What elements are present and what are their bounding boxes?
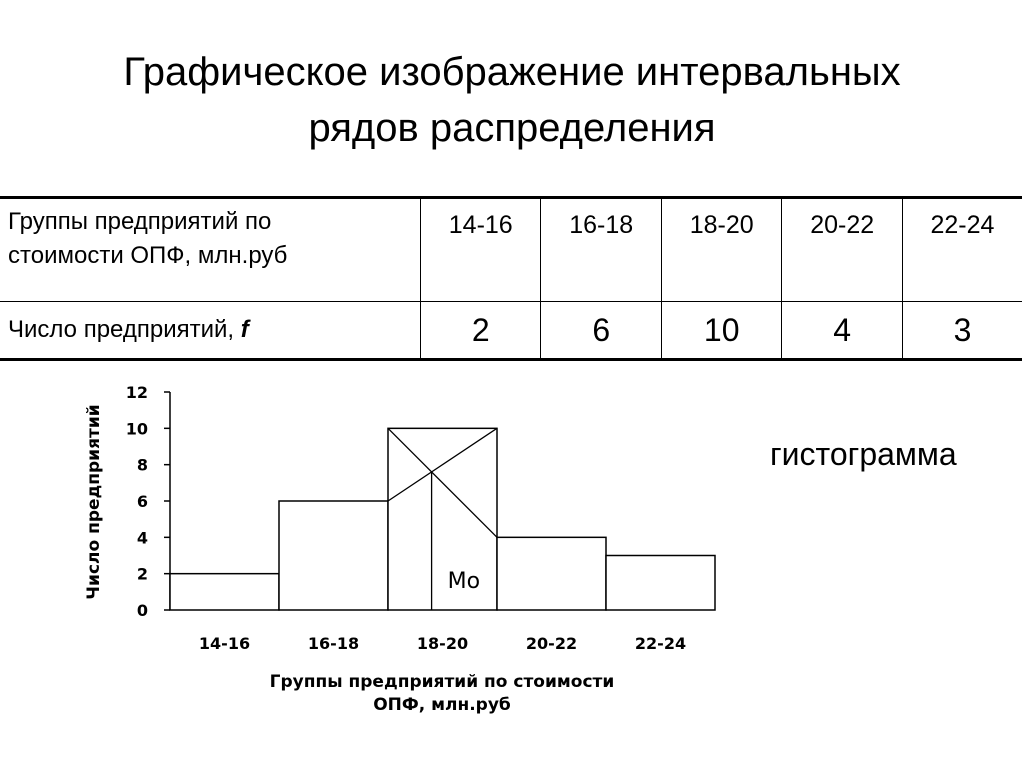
count-cell: 6 bbox=[540, 301, 662, 360]
y-tick-label: 4 bbox=[137, 528, 148, 547]
count-cell: 3 bbox=[901, 301, 1022, 360]
table-row-groups: Группы предприятий по стоимости ОПФ, млн… bbox=[0, 197, 1022, 302]
count-header-label: Число предприятий, bbox=[8, 316, 241, 343]
table-row-counts: Число предприятий, f 2 6 10 4 3 bbox=[0, 301, 1022, 360]
x-axis-title-line-2: ОПФ, млн.руб bbox=[373, 695, 511, 715]
y-axis-title: Число предприятий bbox=[84, 404, 104, 599]
x-tick-label: 14-16 bbox=[199, 634, 250, 653]
histogram-chart: 0 2 4 6 8 10 12 Мо 14-16 16-18 18-20 20-22 22-24 Груп… bbox=[84, 383, 716, 715]
y-tick-label: 2 bbox=[137, 565, 148, 584]
slide-title-line-2: рядов распределения bbox=[308, 106, 716, 150]
count-cell: 4 bbox=[781, 301, 903, 360]
histogram-bar bbox=[605, 554, 716, 611]
x-tick-label: 22-24 bbox=[635, 634, 686, 653]
x-axis-title-line-1: Группы предприятий по стоимости bbox=[270, 672, 615, 692]
y-tick-label: 12 bbox=[126, 383, 148, 402]
mode-diagonal-line bbox=[387, 427, 498, 502]
range-cell: 22-24 bbox=[901, 197, 1022, 302]
range-cell: 20-22 bbox=[781, 197, 903, 302]
count-header-cell: Число предприятий, f bbox=[0, 301, 421, 360]
groups-header-line-1: Группы предприятий по bbox=[8, 208, 272, 235]
slide-title: Графическое изображение интервальных ряд… bbox=[0, 44, 1024, 156]
y-tick-label: 0 bbox=[137, 601, 148, 620]
distribution-table: Группы предприятий по стоимости ОПФ, млн… bbox=[0, 196, 1022, 361]
histogram-bar bbox=[169, 572, 280, 611]
range-cell: 18-20 bbox=[660, 197, 783, 302]
count-cell: 10 bbox=[660, 301, 783, 360]
x-tick-label: 16-18 bbox=[308, 634, 359, 653]
range-cell: 14-16 bbox=[419, 197, 542, 302]
y-tick-label: 10 bbox=[126, 419, 148, 438]
chart-layer: 0 2 4 6 8 10 12 Мо 14-16 16-18 18-20 20-22 22-24 Груп… bbox=[84, 383, 716, 715]
mode-label: Мо bbox=[448, 569, 480, 594]
x-tick-label: 18-20 bbox=[417, 634, 468, 653]
slide-title-line-1: Графическое изображение интервальных bbox=[123, 50, 901, 94]
histogram-label: гистограмма bbox=[770, 436, 957, 472]
groups-header-cell: Группы предприятий по стоимости ОПФ, млн… bbox=[0, 197, 421, 302]
count-cell: 2 bbox=[419, 301, 542, 360]
x-tick-label: 20-22 bbox=[526, 634, 577, 653]
histogram-bar bbox=[387, 427, 498, 611]
range-cell: 16-18 bbox=[540, 197, 662, 302]
histogram-bar bbox=[496, 536, 607, 611]
groups-header-line-2: стоимости ОПФ, млн.руб bbox=[8, 242, 288, 269]
mode-diagonal-line bbox=[387, 427, 498, 538]
y-tick-label: 6 bbox=[137, 492, 148, 511]
y-tick-label: 8 bbox=[137, 456, 148, 475]
histogram-bar bbox=[278, 500, 389, 611]
frequency-symbol: f bbox=[240, 316, 249, 343]
